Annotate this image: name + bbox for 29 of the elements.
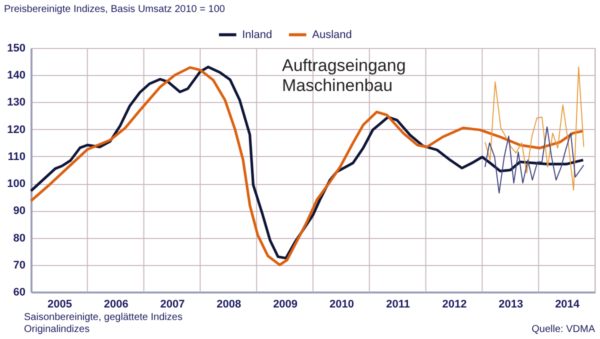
text: Saisonbereinigte, geglättete Indizes (24, 312, 182, 323)
legend-label: Ausland (312, 28, 352, 41)
y-axis-title: Preisbereinigte Indizes, Basis Umsatz 2010 = 100 (4, 4, 226, 15)
y-tick-label: 120 (7, 124, 26, 136)
x-tick-label: 2008 (216, 298, 242, 310)
y-tick-label: 110 (8, 150, 26, 163)
text: Auftragseingang Maschinenbau (282, 56, 406, 95)
x-tick-label: 2009 (273, 298, 298, 310)
legend-label: Inland (242, 28, 272, 41)
y-tick-label: 140 (7, 70, 26, 82)
x-tick-label: 2012 (442, 298, 467, 310)
line-series (484, 66, 584, 191)
line-series (484, 126, 584, 194)
y-tick-label: 70 (13, 259, 26, 272)
y-tick-label: 100 (7, 178, 26, 190)
y-tick-label: 60 (13, 286, 26, 298)
x-tick-label: 2005 (47, 298, 72, 310)
y-tick-label: 130 (7, 96, 26, 109)
y-tick-label: 90 (13, 205, 26, 218)
x-tick-label: 2007 (160, 298, 185, 310)
text: Originalindizes (24, 324, 90, 335)
x-tick-label: 2013 (498, 298, 524, 310)
x-tick-label: 2010 (329, 298, 354, 310)
source-note: Quelle: VDMA (532, 324, 596, 335)
y-tick-label: 150 (7, 42, 26, 54)
x-tick-label: 2011 (386, 298, 410, 310)
x-tick-label: 2014 (555, 298, 580, 310)
x-tick-label: 2006 (104, 298, 128, 310)
y-tick-label: 80 (13, 232, 26, 244)
